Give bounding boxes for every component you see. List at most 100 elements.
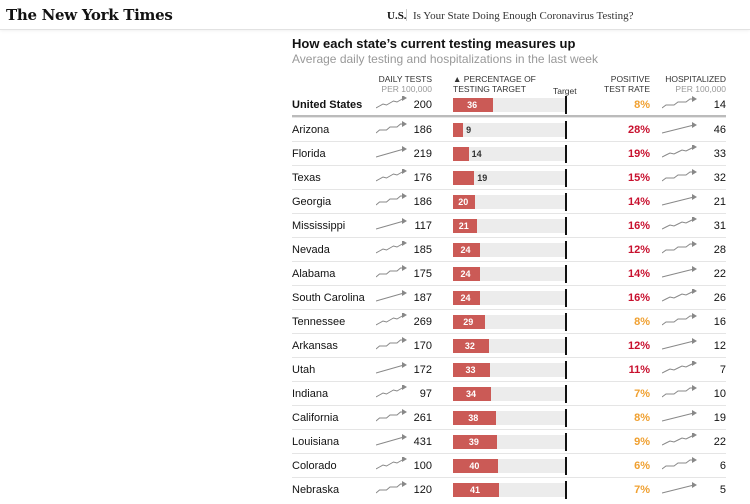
sparkline [661, 266, 697, 278]
percentage-bar [453, 291, 480, 305]
hospitalized-sparkline [661, 337, 698, 360]
sparkline [375, 409, 407, 422]
table-row: Nevada 185 24 12% 28 [292, 237, 726, 261]
header-positive-rate: Positive test rate [592, 74, 650, 94]
state-name: Colorado [292, 460, 337, 472]
hospitalized: 28 [713, 244, 726, 256]
sparkline [375, 121, 407, 134]
table-row: Nebraska 120 41 7% 5 [292, 477, 726, 501]
header-daily-tests: Daily tests per 100,000 [370, 74, 432, 94]
sparkline [375, 265, 407, 278]
sparkline [375, 146, 407, 158]
percentage-bar [453, 339, 489, 353]
target-track: 19 [453, 171, 565, 185]
header-sublabel: test rate [604, 84, 650, 94]
hospitalized-sparkline [661, 265, 698, 288]
table-row: Tennessee 269 29 8% 16 [292, 309, 726, 333]
section-link[interactable]: U.S. [387, 10, 407, 22]
table-row: Arkansas 170 32 12% 12 [292, 333, 726, 357]
percentage-label: 32 [464, 341, 475, 351]
percentage-bar [453, 219, 477, 233]
sparkline [661, 338, 697, 350]
percentage-label: 24 [460, 245, 471, 255]
sparkline [661, 241, 697, 254]
percentage-label: 19 [477, 173, 488, 183]
daily-tests: 186 [413, 124, 432, 136]
target-line [565, 145, 567, 163]
tests-sparkline [375, 481, 408, 504]
target-track: 32 [453, 339, 565, 353]
header-sublabel: per 100,000 [675, 84, 726, 94]
positive-rate: 14% [627, 196, 650, 208]
percentage-bar [453, 123, 464, 137]
tests-sparkline [375, 265, 408, 288]
table-row: Utah 172 33 11% 7 [292, 357, 726, 381]
table-row: Alabama 175 24 14% 22 [292, 261, 726, 285]
state-name: Nebraska [292, 484, 340, 496]
sparkline [375, 337, 407, 350]
hospitalized-sparkline [661, 360, 698, 384]
state-name: South Carolina [292, 292, 365, 304]
table-row: Arizona 186 9 28% 46 [292, 117, 726, 141]
sparkline [661, 169, 697, 182]
percentage-label: 29 [463, 317, 474, 327]
sparkline [375, 168, 407, 182]
table-row: Indiana 97 34 7% 10 [292, 381, 726, 405]
target-line [565, 217, 567, 235]
hospitalized: 33 [713, 148, 726, 160]
target-track: 33 [453, 363, 565, 377]
target-track: 38 [453, 411, 565, 425]
target-line [565, 169, 567, 187]
sparkline [375, 193, 407, 206]
table-row: Colorado 100 40 6% 6 [292, 453, 726, 477]
hospitalized: 32 [713, 172, 726, 184]
sparkline [661, 482, 697, 494]
daily-tests: 187 [413, 292, 432, 304]
state-name: Mississippi [292, 220, 346, 232]
target-track: 36 [453, 98, 565, 112]
target-track: 29 [453, 315, 565, 329]
header-target: Target [553, 86, 577, 96]
article-headline: Is Your State Doing Enough Coronavirus T… [413, 10, 634, 22]
target-track: 41 [453, 483, 565, 497]
header-percentage[interactable]: ▲ Percentage of testing target [453, 74, 536, 94]
hospitalized-sparkline [661, 481, 698, 504]
tests-sparkline [375, 409, 408, 432]
hospitalized: 22 [713, 268, 726, 280]
sparkline [375, 95, 407, 109]
target-track: 24 [453, 291, 565, 305]
percentage-label: 39 [468, 437, 479, 447]
tests-sparkline [375, 145, 408, 168]
nyt-logo[interactable]: The New York Times [6, 6, 173, 24]
tests-sparkline [375, 337, 408, 360]
hospitalized: 19 [713, 412, 726, 424]
hospitalized-sparkline [661, 385, 698, 408]
state-name: Arizona [292, 124, 330, 136]
percentage-bar [453, 315, 486, 329]
tests-sparkline [375, 193, 408, 216]
target-line [565, 457, 567, 475]
daily-tests: 219 [413, 148, 432, 160]
positive-rate: 8% [634, 316, 650, 328]
tests-sparkline [375, 168, 408, 192]
divider [406, 9, 407, 21]
sparkline [375, 434, 407, 446]
tests-sparkline [375, 121, 408, 144]
header-label: Positive [610, 74, 650, 84]
target-line [565, 409, 567, 427]
positive-rate: 7% [634, 388, 650, 400]
tests-sparkline [375, 384, 408, 408]
sparkline [375, 218, 407, 230]
hospitalized-sparkline [661, 96, 698, 119]
percentage-bar [453, 267, 480, 281]
tests-sparkline [375, 456, 408, 480]
positive-rate: 9% [634, 436, 650, 448]
row-united-states: United States 200 36 8% 14 [292, 93, 726, 117]
positive-rate: 8% [634, 412, 650, 424]
positive-rate: 12% [627, 340, 650, 352]
state-name: Arkansas [292, 340, 338, 352]
hospitalized: 22 [713, 436, 726, 448]
hospitalized-sparkline [661, 216, 698, 240]
target-track: 24 [453, 267, 565, 281]
percentage-bar [453, 483, 499, 497]
